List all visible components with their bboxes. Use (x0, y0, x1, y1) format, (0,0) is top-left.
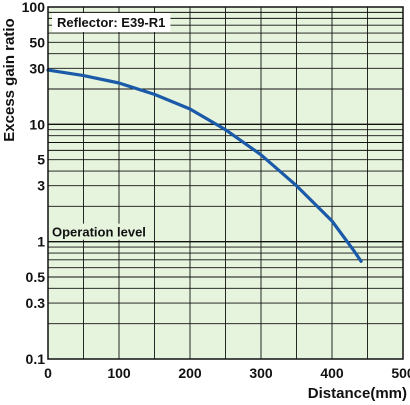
y-tick-label: 50 (29, 34, 45, 50)
x-tick-label: 500 (391, 365, 410, 381)
y-tick-label: 10 (29, 116, 45, 132)
plot-frame (47, 6, 404, 360)
chart-title: Reflector: E39-R1 (57, 15, 165, 30)
x-tick-label: 200 (178, 365, 202, 381)
y-tick-label: 5 (37, 152, 45, 168)
y-tick-label: 0.5 (26, 269, 46, 285)
series-line (46, 68, 363, 263)
title-box (52, 13, 171, 32)
y-tick-label: 1 (37, 234, 45, 250)
y-tick-label: 0.3 (26, 295, 46, 311)
y-axis-title: Excess gain ratio (1, 18, 18, 141)
annotation-box (50, 223, 150, 240)
x-tick-label: 100 (107, 365, 131, 381)
x-tick-labels: 0 100 200 300 400 500 (44, 365, 410, 381)
y-tick-label: 0.1 (26, 351, 46, 367)
operation-level-label: Operation level (52, 225, 146, 240)
x-axis-title: Distance(mm) (308, 385, 407, 402)
y-tick-labels: 100 50 30 10 5 3 1 0.5 0.3 0.1 (22, 0, 46, 367)
grid-lines (48, 7, 403, 359)
x-tick-label: 0 (44, 365, 52, 381)
x-tick-label: 300 (249, 365, 273, 381)
y-tick-label: 100 (22, 0, 46, 15)
x-tick-label: 400 (320, 365, 344, 381)
y-tick-label: 30 (29, 60, 45, 76)
y-tick-label: 3 (37, 178, 45, 194)
